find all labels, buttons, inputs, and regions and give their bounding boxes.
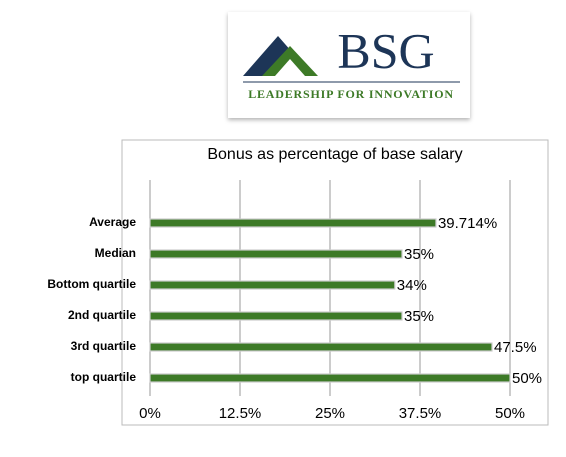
y-tick-label: 3rd quartile xyxy=(71,339,137,353)
x-tick-label: 0% xyxy=(139,405,161,422)
bar xyxy=(149,249,403,259)
plot: 0% 12.5% 25% 37.5% 50% Average 39.714% Median 35… xyxy=(47,180,542,422)
y-tick-label: Median xyxy=(95,246,136,260)
x-tick-label: 25% xyxy=(315,405,345,422)
bar xyxy=(149,218,437,228)
x-tick-label: 12.5% xyxy=(219,405,262,422)
x-tick-label: 37.5% xyxy=(399,405,442,422)
value-label: 39.714% xyxy=(438,215,497,232)
y-tick-label: top quartile xyxy=(71,370,137,384)
y-tick-label: Average xyxy=(89,215,136,229)
bar xyxy=(149,373,511,383)
x-tick-label: 50% xyxy=(495,405,525,422)
y-tick-label: Bottom quartile xyxy=(47,277,136,291)
logo-name: BSG xyxy=(337,22,434,78)
logo-mountain xyxy=(275,59,305,76)
bar xyxy=(149,280,396,290)
chart-title: Bonus as percentage of base salary xyxy=(207,146,462,163)
value-label: 34% xyxy=(397,277,427,294)
value-label: 35% xyxy=(404,246,434,263)
bar xyxy=(149,342,493,352)
bar xyxy=(149,311,403,321)
y-tick-label: 2nd quartile xyxy=(68,308,136,322)
value-label: 35% xyxy=(404,308,434,325)
value-label: 47.5% xyxy=(494,339,537,356)
logo-tagline: LEADERSHIP FOR INNOVATION xyxy=(248,87,454,101)
value-label: 50% xyxy=(512,370,542,387)
logo: BSG LEADERSHIP FOR INNOVATION xyxy=(228,12,470,118)
